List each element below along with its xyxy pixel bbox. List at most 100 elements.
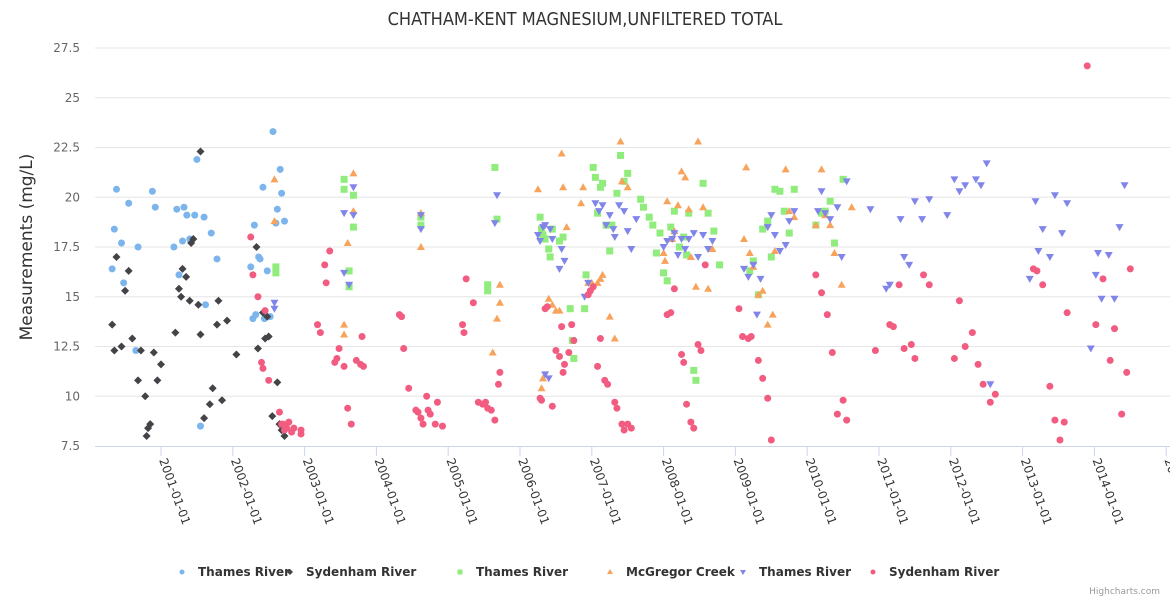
data-point[interactable] [971,176,980,184]
data-point[interactable] [546,253,554,261]
data-point[interactable] [602,222,611,230]
data-point[interactable] [340,269,349,277]
data-point[interactable] [269,128,277,136]
data-point[interactable] [541,222,550,230]
data-point[interactable] [683,251,691,259]
data-point[interactable] [414,408,422,416]
data-point[interactable] [297,430,305,438]
data-point[interactable] [431,420,439,428]
data-point[interactable] [487,406,495,414]
data-point[interactable] [1050,192,1059,200]
data-point[interactable] [555,265,564,273]
data-point[interactable] [637,195,645,203]
data-point[interactable] [253,344,262,353]
data-point[interactable] [708,238,717,246]
data-point[interactable] [1051,416,1059,424]
data-point[interactable] [548,236,557,244]
data-point[interactable] [1093,249,1102,257]
data-point[interactable] [866,206,875,214]
data-point[interactable] [555,352,563,360]
data-point[interactable] [423,392,431,400]
data-point[interactable] [982,160,991,168]
data-point[interactable] [759,225,767,233]
data-point[interactable] [699,203,708,211]
data-point[interactable] [557,245,566,253]
data-point[interactable] [652,249,660,257]
data-point[interactable] [264,332,273,341]
data-point[interactable] [196,147,205,156]
data-point[interactable] [541,235,549,243]
data-point[interactable] [833,204,842,212]
data-point[interactable] [780,207,788,215]
data-point[interactable] [416,212,425,220]
data-point[interactable] [579,183,588,191]
data-point[interactable] [570,337,578,345]
data-point[interactable] [817,165,826,173]
data-point[interactable] [493,314,502,322]
data-point[interactable] [961,343,969,350]
data-point[interactable] [493,215,501,223]
data-point[interactable] [740,235,749,243]
data-point[interactable] [812,271,820,279]
data-point[interactable] [1063,309,1071,317]
data-point[interactable] [1097,295,1106,303]
data-point[interactable] [559,183,568,191]
data-point[interactable] [833,410,841,418]
data-point[interactable] [120,279,128,287]
data-point[interactable] [790,208,799,216]
data-point[interactable] [110,225,118,233]
data-point[interactable] [986,381,995,389]
data-point[interactable] [343,239,352,247]
data-point[interactable] [173,205,181,213]
data-point[interactable] [283,424,291,432]
data-point[interactable] [557,149,566,157]
data-point[interactable] [562,223,571,231]
data-point[interactable] [1104,251,1113,259]
data-point[interactable] [280,432,289,441]
data-point[interactable] [1063,200,1072,208]
data-point[interactable] [668,236,677,244]
data-point[interactable] [905,261,914,269]
data-point[interactable] [710,227,718,235]
data-point[interactable] [925,281,933,289]
data-point[interactable] [268,412,277,421]
data-point[interactable] [785,218,794,226]
data-point[interactable] [616,137,625,145]
legend-item[interactable]: Thames River [179,565,291,579]
data-point[interactable] [684,236,693,244]
data-point[interactable] [839,175,847,183]
data-point[interactable] [617,177,626,185]
data-point[interactable] [842,178,851,186]
data-point[interactable] [1038,226,1047,234]
data-point[interactable] [618,420,626,428]
data-point[interactable] [358,333,366,341]
data-point[interactable] [416,226,425,234]
data-point[interactable] [484,281,492,289]
data-point[interactable] [405,384,413,392]
data-point[interactable] [252,243,261,251]
data-point[interactable] [680,358,688,366]
data-point[interactable] [171,328,180,337]
credits-link[interactable]: Highcharts.com [1089,587,1160,597]
data-point[interactable] [694,341,702,349]
data-point[interactable] [670,230,679,238]
data-point[interactable] [495,298,504,306]
data-point[interactable] [218,396,227,405]
data-point[interactable] [108,320,117,329]
data-point[interactable] [559,368,567,376]
data-point[interactable] [577,199,586,207]
data-point[interactable] [837,253,846,261]
legend-item[interactable]: Sydenham River [870,565,1000,579]
data-point[interactable] [593,278,602,286]
data-point[interactable] [400,344,408,352]
data-point[interactable] [417,414,425,422]
data-point[interactable] [359,362,367,370]
data-point[interactable] [837,280,846,288]
data-point[interactable] [433,398,441,406]
data-point[interactable] [596,274,605,282]
data-point[interactable] [438,422,446,430]
data-point[interactable] [182,272,191,281]
data-point[interactable] [213,255,221,263]
data-point[interactable] [632,216,641,224]
data-point[interactable] [349,184,358,192]
